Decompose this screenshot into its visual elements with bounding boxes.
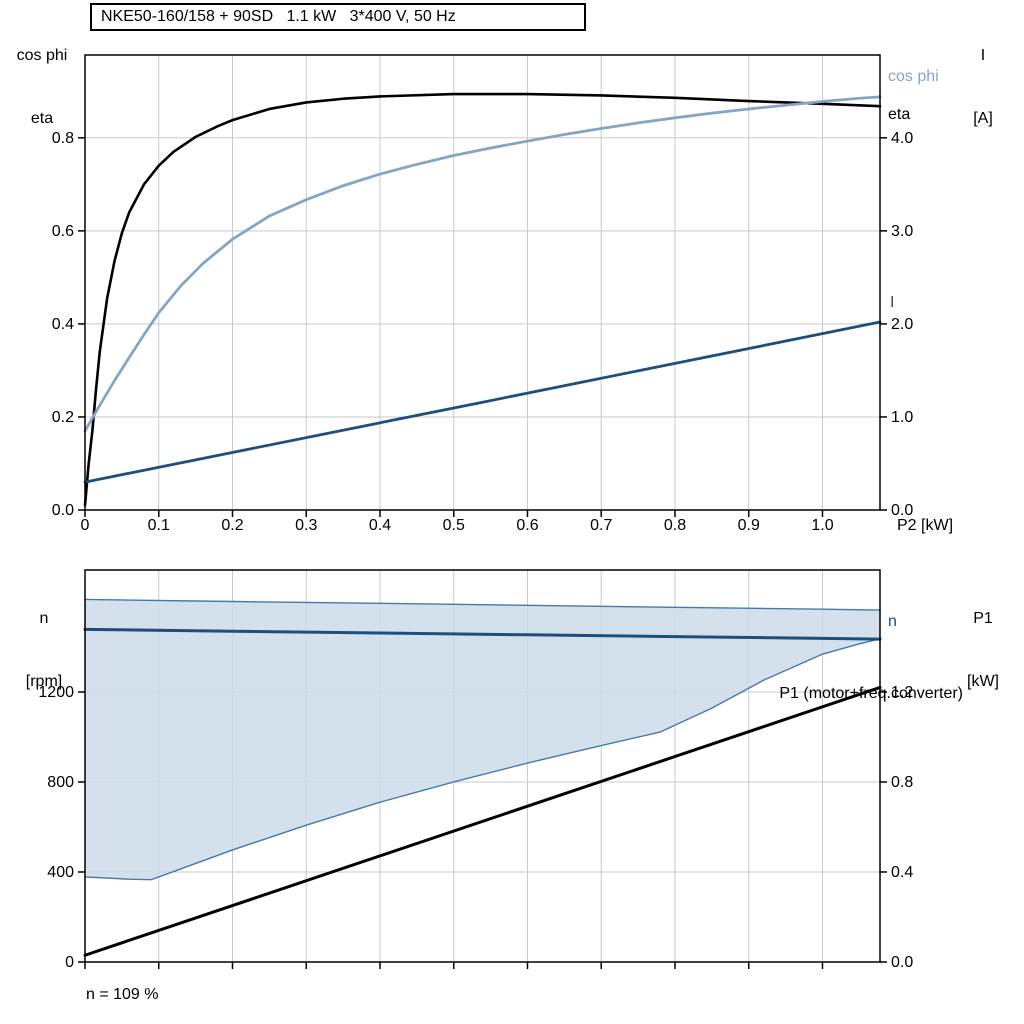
- x-axis-title: P2 [kW]: [897, 517, 954, 534]
- y-right-tick-label: 4.0: [891, 130, 913, 147]
- p1-series-label: P1 (motor+freq.converter): [779, 685, 963, 702]
- top-left-axis-title: cos phi eta: [6, 3, 78, 171]
- x-tick-label: 0.7: [590, 517, 612, 534]
- axis-title-cos-phi: cos phi: [16, 47, 68, 64]
- x-tick-label: 0.2: [221, 517, 243, 534]
- bottom-left-axis-title: n [rpm]: [6, 566, 82, 734]
- y-right-tick-label: 0.4: [891, 864, 913, 881]
- series-cos-phi: [83, 95, 882, 433]
- cos-phi-series-label: cos phi: [888, 68, 939, 85]
- x-tick-label: 0.3: [295, 517, 317, 534]
- speed-footnote: n = 109 %: [86, 986, 159, 1003]
- eta-series-label: eta: [888, 106, 911, 123]
- axis-title-speed-unit: [rpm]: [25, 673, 63, 690]
- x-tick-label: 0.5: [443, 517, 465, 534]
- y-left-tick-label: 800: [47, 774, 74, 791]
- y-left-tick-label: 0.6: [52, 223, 74, 240]
- x-tick-label: 0.6: [516, 517, 538, 534]
- top-right-axis-title: I [A]: [948, 3, 1018, 171]
- chart-title-box: NKE50-160/158 + 90SD 1.1 kW 3*400 V, 50 …: [90, 3, 586, 31]
- y-right-tick-label: 1.0: [891, 409, 913, 426]
- axis-title-eta: eta: [30, 110, 54, 127]
- y-right-tick-label: 2.0: [891, 316, 913, 333]
- y-left-tick-label: 0: [65, 954, 74, 971]
- top-chart: 0 0.1 0.2 0.3 0.4 0.5 0.6 0.7 0.8 0.9 1.0 0.0 0.2 0.4…: [52, 54, 913, 534]
- x-tick-label: 0.4: [369, 517, 391, 534]
- y-right-tick-label: 3.0: [891, 223, 913, 240]
- x-tick-label: 0.8: [664, 517, 686, 534]
- y-right-tick-label: 0.0: [891, 954, 913, 971]
- series-i: [83, 320, 882, 484]
- axis-title-speed: n: [39, 610, 49, 627]
- axis-title-current-unit: [A]: [973, 110, 993, 127]
- y-left-tick-label: 0.8: [52, 130, 74, 147]
- axis-title-p1: P1: [973, 610, 993, 627]
- series-n-max: [84, 598, 881, 611]
- y-left-tick-label: 0.4: [52, 316, 74, 333]
- x-tick-label: 0.1: [148, 517, 170, 534]
- speed-series-label: n: [888, 613, 897, 630]
- x-tick-label: 0: [81, 517, 90, 534]
- bottom-chart: 0 400 800 1200 0.0 0.4 0.8 1.2: [38, 569, 913, 971]
- x-tick-label: 0.9: [738, 517, 760, 534]
- series-n-min: [84, 638, 881, 881]
- axis-title-p1-unit: [kW]: [967, 673, 999, 690]
- plot-frame: [84, 569, 881, 963]
- y-left-tick-label: 1200: [38, 684, 74, 701]
- y-right-tick-label: 0.0: [891, 502, 913, 519]
- speed-range-band: [85, 599, 880, 880]
- plot-frame: [84, 54, 881, 511]
- y-right-tick-label: 1.2: [891, 684, 913, 701]
- series-p1-motor-freq-converter-: [83, 685, 882, 957]
- y-right-tick-label: 0.8: [891, 774, 913, 791]
- series-n: [83, 627, 882, 641]
- y-left-tick-label: 0.2: [52, 409, 74, 426]
- x-tick-label: 1.0: [811, 517, 833, 534]
- axis-title-current: I: [980, 47, 986, 64]
- y-left-tick-label: 400: [47, 864, 74, 881]
- series-eta: [83, 92, 882, 507]
- bottom-right-axis-title: P1 [kW]: [948, 566, 1018, 734]
- y-left-tick-label: 0.0: [52, 502, 74, 519]
- current-series-label: I: [890, 294, 895, 311]
